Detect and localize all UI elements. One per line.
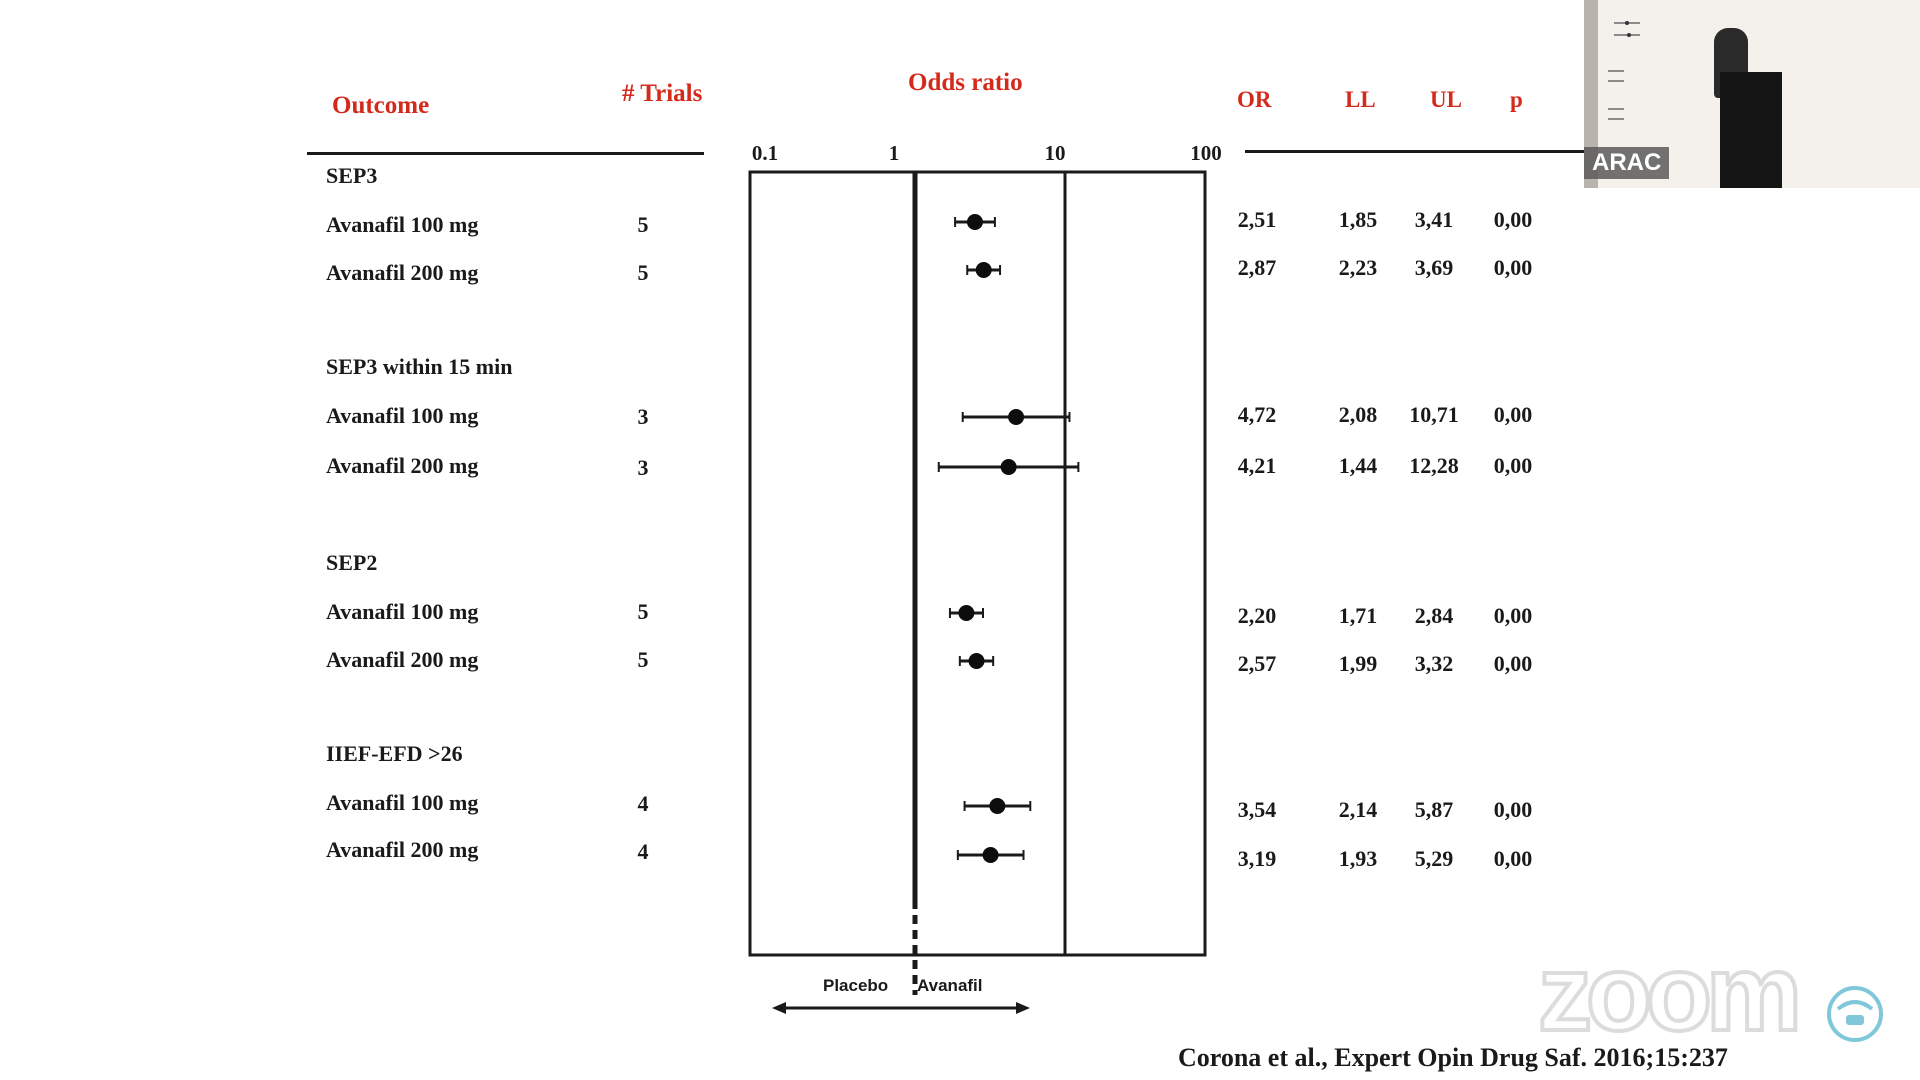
participant-name-label: ARAC	[1584, 147, 1670, 179]
row-label: Avanafil 100 mg	[326, 212, 479, 237]
x-tick-label: 10	[1044, 141, 1066, 165]
row-ul: 3,69	[1414, 255, 1454, 280]
plot-frame	[748, 170, 1207, 957]
odds-ratio-point	[975, 262, 992, 278]
odds-ratio-point	[966, 214, 983, 230]
row-trials: 3	[637, 455, 649, 480]
row-or: 4,72	[1237, 402, 1277, 427]
row-label: Avanafil 100 mg	[326, 599, 479, 624]
avanafil-direction-label: Avanafil	[917, 976, 983, 995]
row-or: 4,21	[1237, 453, 1277, 478]
row-ul: 10,71	[1409, 402, 1459, 427]
row-ul: 12,28	[1409, 453, 1459, 478]
row-ll: 1,85	[1338, 207, 1378, 232]
trials-header: # Trials	[622, 80, 703, 107]
row-ul: 3,32	[1414, 651, 1454, 676]
odds-ratio-point	[1008, 409, 1025, 425]
row-ll: 1,44	[1338, 453, 1378, 478]
direction-arrow-right	[898, 1002, 1030, 1014]
row-ll: 1,93	[1338, 846, 1378, 871]
row-label: Avanafil 100 mg	[326, 403, 479, 428]
row-trials: 5	[637, 647, 649, 672]
direction-arrow-left	[772, 1002, 898, 1014]
row-ul: 5,29	[1414, 846, 1454, 871]
zoom-watermark-icon: zoom	[1536, 930, 1804, 1055]
left-header-rule	[307, 152, 704, 155]
row-p: 0,00	[1493, 255, 1533, 280]
group-heading: IIEF-EFD >26	[326, 741, 463, 766]
ul-header: UL	[1430, 87, 1462, 112]
podium	[1720, 72, 1782, 188]
speaker-video-thumbnail[interactable]: ARAC	[1584, 0, 1920, 188]
odds-ratio-point	[968, 653, 985, 669]
row-trials: 5	[637, 599, 649, 624]
row-p: 0,00	[1493, 453, 1533, 478]
x-tick-label: 100	[1190, 141, 1222, 165]
row-ul: 3,41	[1414, 207, 1454, 232]
row-ll: 1,71	[1338, 603, 1378, 628]
row-p: 0,00	[1493, 207, 1533, 232]
row-ll: 2,14	[1338, 797, 1378, 822]
row-p: 0,00	[1493, 603, 1533, 628]
row-label: Avanafil 200 mg	[326, 647, 479, 672]
odds-ratio-point	[982, 847, 999, 863]
row-trials: 4	[637, 839, 649, 864]
row-ul: 2,84	[1414, 603, 1454, 628]
outcome-header: Outcome	[332, 92, 430, 119]
x-tick-label: 1	[888, 141, 900, 165]
row-label: Avanafil 200 mg	[326, 260, 479, 285]
row-ll: 1,99	[1338, 651, 1378, 676]
row-trials: 5	[637, 260, 649, 285]
row-label: Avanafil 100 mg	[326, 790, 479, 815]
row-p: 0,00	[1493, 402, 1533, 427]
or-header: OR	[1237, 87, 1272, 112]
row-or: 3,19	[1237, 846, 1277, 871]
p-header: p	[1510, 87, 1523, 112]
row-or: 3,54	[1237, 797, 1277, 822]
odds-ratio-point	[989, 798, 1006, 814]
group-heading: SEP3 within 15 min	[326, 354, 513, 379]
row-trials: 3	[637, 404, 649, 429]
placebo-direction-label: Placebo	[823, 976, 889, 995]
citation: Corona et al., Expert Opin Drug Saf. 201…	[1178, 1043, 1728, 1072]
row-ll: 2,08	[1338, 402, 1378, 427]
row-ll: 2,23	[1338, 255, 1378, 280]
conference-logo-icon	[1827, 986, 1883, 1042]
group-heading: SEP2	[326, 550, 378, 575]
row-or: 2,51	[1237, 207, 1277, 232]
row-ul: 5,87	[1414, 797, 1454, 822]
row-label: Avanafil 200 mg	[326, 837, 479, 862]
right-header-rule	[1245, 150, 1585, 153]
row-or: 2,87	[1237, 255, 1277, 280]
row-trials: 5	[637, 212, 649, 237]
row-label: Avanafil 200 mg	[326, 453, 479, 478]
row-p: 0,00	[1493, 846, 1533, 871]
odds-ratio-header: Odds ratio	[908, 69, 1023, 96]
row-p: 0,00	[1493, 797, 1533, 822]
row-trials: 4	[637, 791, 649, 816]
x-tick-label: 0.1	[751, 141, 779, 165]
odds-ratio-point	[958, 605, 975, 621]
row-or: 2,20	[1237, 603, 1277, 628]
row-p: 0,00	[1493, 651, 1533, 676]
odds-ratio-point	[1000, 459, 1017, 475]
group-heading: SEP3	[326, 163, 378, 188]
row-or: 2,57	[1237, 651, 1277, 676]
ll-header: LL	[1345, 87, 1376, 112]
